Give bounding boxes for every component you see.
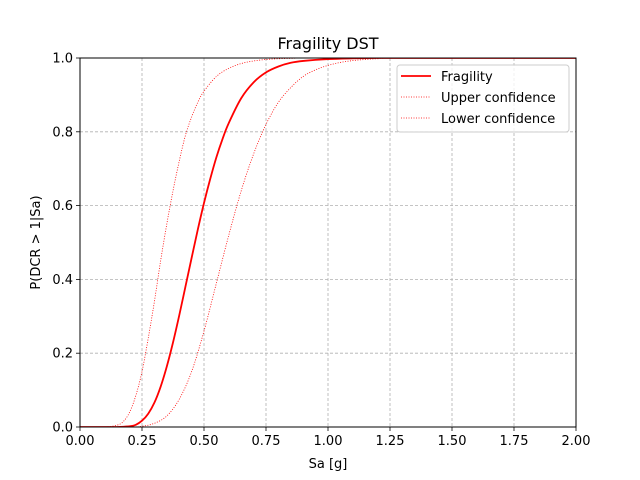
legend-label-upper-confidence: Upper confidence xyxy=(441,91,556,106)
series-line-lower-confidence xyxy=(80,58,576,427)
x-tick-label: 0.50 xyxy=(190,434,219,449)
legend-box xyxy=(396,64,570,133)
series-line-fragility xyxy=(80,58,576,427)
x-tick-label: 0.75 xyxy=(252,434,281,449)
x-tick-label: 2.00 xyxy=(562,434,591,449)
y-tick-label: 0.0 xyxy=(52,421,73,436)
chart-title: Fragility DST xyxy=(278,34,379,53)
legend-label-fragility: Fragility xyxy=(441,70,493,85)
y-tick-label: 1.0 xyxy=(52,52,73,67)
ticks: 0.00 0.25 0.50 0.75 1.00 1.25 1.50 1.75 2.00 0.0 0… xyxy=(52,52,590,450)
x-axis-label: Sa [g] xyxy=(309,457,348,472)
x-tick-label: 1.50 xyxy=(438,434,467,449)
x-tick-label: 0.25 xyxy=(128,434,157,449)
x-tick-label: 1.75 xyxy=(500,434,529,449)
x-tick-label: 1.00 xyxy=(314,434,343,449)
y-tick-label: 0.8 xyxy=(52,125,73,140)
y-axis-label: P(DCR > 1|Sa) xyxy=(29,195,44,289)
y-tick-label: 0.2 xyxy=(52,347,73,362)
x-tick-label: 0.00 xyxy=(66,434,95,449)
y-tick-label: 0.6 xyxy=(52,199,73,214)
legend: Fragility Upper confidence Lower confide… xyxy=(396,64,570,133)
legend-label-lower-confidence: Lower confidence xyxy=(441,112,555,127)
x-tick-label: 1.25 xyxy=(376,434,405,449)
y-tick-label: 0.4 xyxy=(52,273,73,288)
